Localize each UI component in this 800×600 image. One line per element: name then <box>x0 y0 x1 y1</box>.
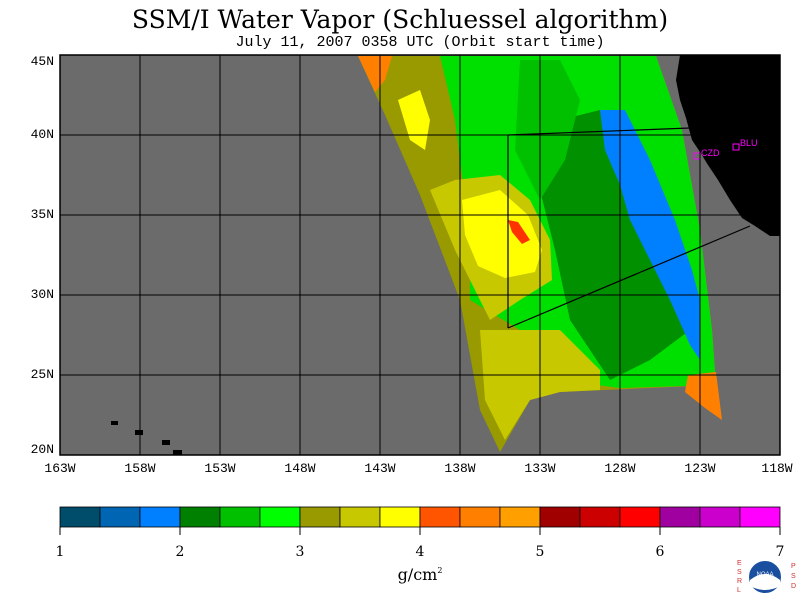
lat-label-20n: 20N <box>30 442 54 457</box>
colorbar-segment <box>179 506 221 528</box>
colorbar-segment <box>59 506 101 528</box>
swath-red-speckle <box>508 220 530 244</box>
colorbar-segment <box>659 506 701 528</box>
colorbar-tick-6: 6 <box>655 544 665 560</box>
colorbar-segment <box>99 506 141 528</box>
lon-label-148w: 148W <box>284 461 316 476</box>
colorbar-tick-1: 1 <box>55 544 65 560</box>
esrl-letter-e: E <box>737 560 742 567</box>
colorbar-unit: g/cm2 <box>360 565 480 584</box>
sector-outline <box>507 127 751 329</box>
noaa-logo-text: NOAA <box>756 572 773 578</box>
lon-label-138w: 138W <box>444 461 476 476</box>
swath-north-orange <box>358 56 392 92</box>
map-subtitle: July 11, 2007 0358 UTC (Orbit start time… <box>235 34 605 51</box>
swath <box>358 56 722 452</box>
colorbar-tick-7: 7 <box>775 544 785 560</box>
colorbar-segment <box>339 506 381 528</box>
colorbar-segment <box>299 506 341 528</box>
swath-blue-zone <box>600 110 700 360</box>
colorbar-unit-exponent: 2 <box>437 566 443 575</box>
colorbar-tick-2: 2 <box>175 544 185 560</box>
esrl-letter-r: R <box>737 578 742 585</box>
colorbar-unit-base: g/cm <box>397 565 438 584</box>
lon-label-153w: 153W <box>204 461 236 476</box>
colorbar-segment <box>139 506 181 528</box>
swath-yellow-core <box>462 190 542 278</box>
map-frame <box>59 54 781 456</box>
esrl-letter-l: L <box>737 587 741 594</box>
lat-label-35n: 35N <box>30 207 54 222</box>
lon-label-158w: 158W <box>124 461 156 476</box>
colorbar-segment <box>459 506 501 528</box>
colorbar-tick-5: 5 <box>535 544 545 560</box>
lat-label-45n: 45N <box>30 54 54 69</box>
esrl-letter-s: S <box>737 569 742 576</box>
lat-lon-grid <box>60 55 780 455</box>
hawaii-islands <box>111 421 182 455</box>
map-title: SSM/I Water Vapor (Schluessel algorithm) <box>131 5 669 34</box>
lat-label-25n: 25N <box>30 367 54 382</box>
swath-south-orange <box>685 372 722 420</box>
colorbar-segment <box>579 506 621 528</box>
noaa-logo: E S R L P S D NOAA <box>737 559 796 595</box>
psd-letter-p: P <box>791 563 796 570</box>
colorbar-segment <box>419 506 461 528</box>
colorbar <box>59 506 781 535</box>
land-california <box>676 55 780 236</box>
site-label-czd: CZD <box>701 148 720 158</box>
site-marker-blu <box>732 143 740 151</box>
colorbar-tick-4: 4 <box>415 544 425 560</box>
colorbar-segment <box>499 506 541 528</box>
colorbar-tick-3: 3 <box>295 544 305 560</box>
lon-label-128w: 128W <box>604 461 636 476</box>
colorbar-segment <box>699 506 741 528</box>
swath-mid-green <box>515 60 580 200</box>
site-label-blu: BLU <box>740 138 758 148</box>
colorbar-segment <box>379 506 421 528</box>
lon-label-133w: 133W <box>524 461 556 476</box>
psd-letter-d: D <box>791 583 796 590</box>
lon-label-163w: 163W <box>44 461 76 476</box>
colorbar-segment <box>259 506 301 528</box>
lon-label-118w: 118W <box>761 461 793 476</box>
colorbar-segment <box>219 506 261 528</box>
colorbar-segment <box>539 506 581 528</box>
swath-dark-green-zone <box>540 110 690 380</box>
colorbar-segment <box>619 506 661 528</box>
lon-label-143w: 143W <box>364 461 396 476</box>
psd-letter-s: S <box>791 573 796 580</box>
lat-label-40n: 40N <box>30 127 54 142</box>
lon-label-123w: 123W <box>684 461 716 476</box>
colorbar-segment <box>739 506 781 528</box>
lat-label-30n: 30N <box>30 287 54 302</box>
